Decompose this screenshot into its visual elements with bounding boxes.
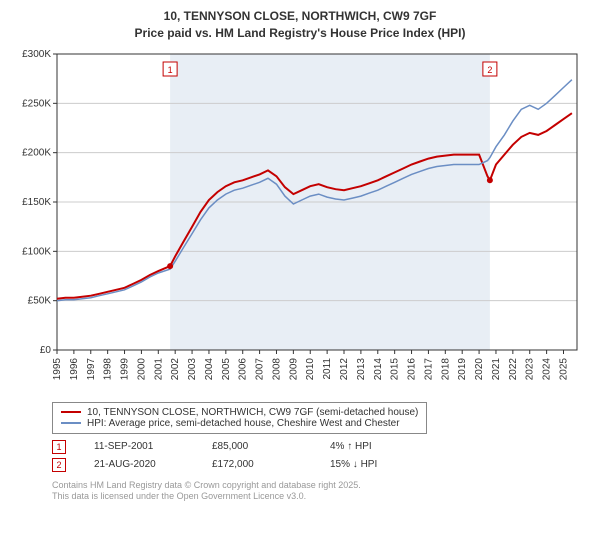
legend-label: 10, TENNYSON CLOSE, NORTHWICH, CW9 7GF (…	[87, 407, 418, 418]
marker-pct: 15% ↓ HPI	[330, 459, 420, 470]
svg-text:£0: £0	[40, 345, 52, 356]
marker-box-1: 1	[52, 440, 66, 454]
legend-swatch	[61, 411, 81, 413]
svg-text:£150K: £150K	[22, 197, 51, 208]
svg-text:2014: 2014	[373, 357, 384, 380]
legend: 10, TENNYSON CLOSE, NORTHWICH, CW9 7GF (…	[52, 402, 427, 434]
svg-text:1998: 1998	[103, 357, 114, 380]
price-chart: £0 £50K £100K £150K £200K £250K £300K 1995 1996 1…	[15, 48, 585, 398]
svg-text:2023: 2023	[525, 357, 536, 380]
marker-dot-2	[487, 177, 493, 183]
svg-text:£300K: £300K	[22, 49, 51, 60]
title-subtitle: Price paid vs. HM Land Registry's House …	[10, 25, 590, 42]
marker-dot-1	[167, 263, 173, 269]
svg-text:£100K: £100K	[22, 246, 51, 257]
svg-text:2020: 2020	[474, 357, 485, 380]
svg-text:2013: 2013	[356, 357, 367, 380]
svg-text:2004: 2004	[204, 357, 215, 380]
chart-container: £0 £50K £100K £150K £200K £250K £300K 1995 1996 1…	[15, 48, 585, 398]
marker-date: 21-AUG-2020	[94, 459, 184, 470]
svg-text:1999: 1999	[120, 357, 131, 380]
svg-text:2024: 2024	[542, 357, 553, 380]
legend-row-1: HPI: Average price, semi-detached house,…	[61, 418, 418, 429]
footer-line1: Contains HM Land Registry data © Crown c…	[52, 480, 590, 492]
svg-text:£200K: £200K	[22, 147, 51, 158]
marker-box-2: 2	[52, 458, 66, 472]
svg-text:1996: 1996	[69, 357, 80, 380]
svg-text:2007: 2007	[255, 357, 266, 380]
svg-text:2001: 2001	[153, 357, 164, 380]
svg-text:2018: 2018	[440, 357, 451, 380]
legend-swatch	[61, 422, 81, 424]
marker-price: £85,000	[212, 441, 302, 452]
footer-line2: This data is licensed under the Open Gov…	[52, 491, 590, 503]
marker-date: 11-SEP-2001	[94, 441, 184, 452]
marker-pct: 4% ↑ HPI	[330, 441, 420, 452]
svg-text:2017: 2017	[423, 357, 434, 380]
svg-text:1997: 1997	[86, 357, 97, 380]
svg-text:2000: 2000	[136, 357, 147, 380]
svg-text:2006: 2006	[238, 357, 249, 380]
footer-attribution: Contains HM Land Registry data © Crown c…	[52, 480, 590, 503]
legend-row-0: 10, TENNYSON CLOSE, NORTHWICH, CW9 7GF (…	[61, 407, 418, 418]
svg-text:2019: 2019	[457, 357, 468, 380]
svg-text:£250K: £250K	[22, 98, 51, 109]
legend-label: HPI: Average price, semi-detached house,…	[87, 418, 400, 429]
svg-text:2009: 2009	[288, 357, 299, 380]
svg-text:2025: 2025	[558, 357, 569, 380]
title-address: 10, TENNYSON CLOSE, NORTHWICH, CW9 7GF	[10, 8, 590, 25]
svg-text:2011: 2011	[322, 357, 333, 379]
svg-text:£50K: £50K	[28, 295, 52, 306]
svg-text:2003: 2003	[187, 357, 198, 380]
svg-text:2022: 2022	[508, 357, 519, 380]
chart-title-block: 10, TENNYSON CLOSE, NORTHWICH, CW9 7GF P…	[10, 8, 590, 42]
svg-text:2005: 2005	[221, 357, 232, 380]
svg-text:2: 2	[487, 65, 492, 75]
marker-table: 1 11-SEP-2001 £85,000 4% ↑ HPI 2 21-AUG-2020 £…	[52, 438, 590, 474]
svg-text:2015: 2015	[390, 357, 401, 380]
marker-row-1: 1 11-SEP-2001 £85,000 4% ↑ HPI	[52, 438, 590, 456]
svg-text:2008: 2008	[271, 357, 282, 380]
marker-price: £172,000	[212, 459, 302, 470]
svg-text:1: 1	[168, 65, 173, 75]
svg-text:2002: 2002	[170, 357, 181, 380]
marker-row-2: 2 21-AUG-2020 £172,000 15% ↓ HPI	[52, 456, 590, 474]
svg-text:1995: 1995	[52, 357, 63, 380]
svg-text:2021: 2021	[491, 357, 502, 380]
svg-text:2012: 2012	[339, 357, 350, 380]
svg-text:2016: 2016	[407, 357, 418, 380]
svg-text:2010: 2010	[305, 357, 316, 380]
